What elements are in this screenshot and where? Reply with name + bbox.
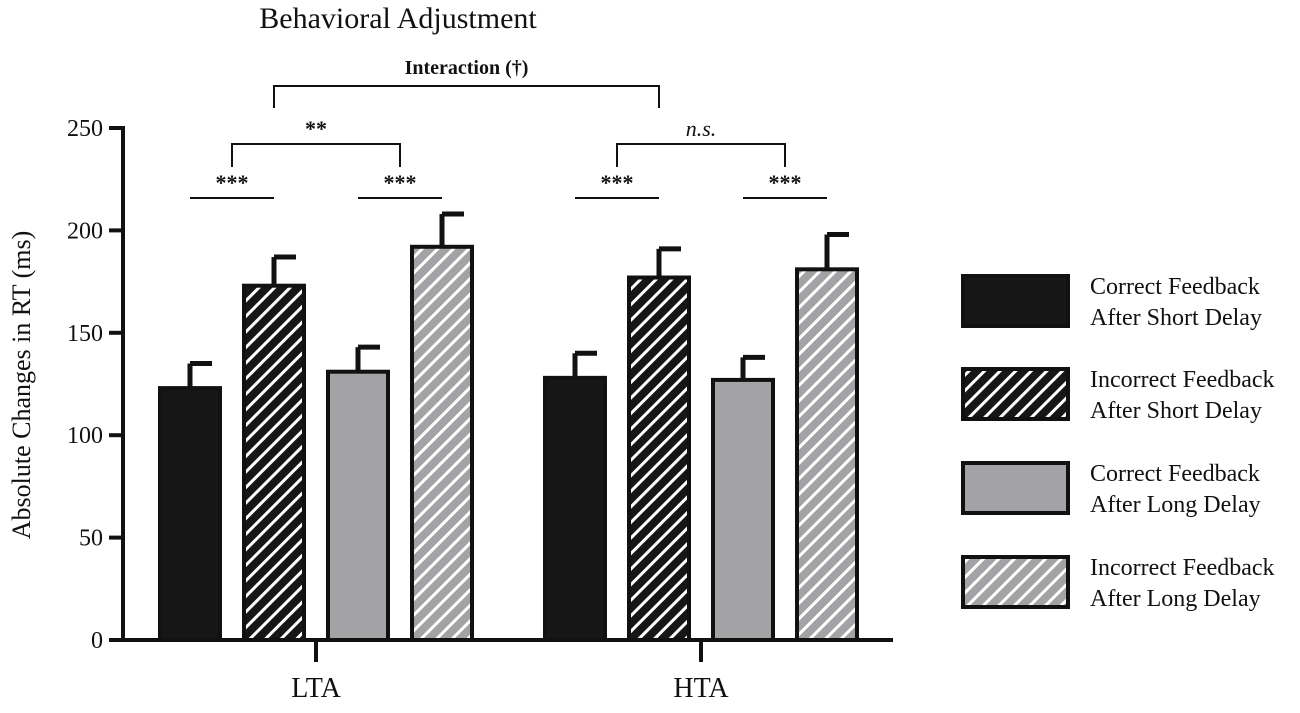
comparison-bracket xyxy=(231,143,401,167)
y-tick-label: 0 xyxy=(91,628,103,654)
legend-label: Incorrect Feedback xyxy=(1090,555,1275,581)
significance-label: ** xyxy=(305,116,327,141)
legend-swatch xyxy=(961,367,1070,421)
y-tick-label: 100 xyxy=(67,423,103,449)
significance-annotations: *** *** *** ***** n.s.Interaction (†) xyxy=(190,57,827,199)
legend-label: Incorrect Feedback xyxy=(1090,367,1275,393)
bar xyxy=(326,369,390,642)
chart-title: Behavioral Adjustment xyxy=(259,2,537,35)
legend-swatch xyxy=(961,461,1070,515)
bar xyxy=(410,244,474,642)
x-tick-label: HTA xyxy=(673,673,729,704)
legend-swatch xyxy=(961,274,1070,328)
y-tick-label: 250 xyxy=(67,116,103,142)
bar xyxy=(711,377,775,642)
bar xyxy=(795,267,859,642)
significance-label: *** xyxy=(601,170,634,195)
comparison-bracket xyxy=(616,143,786,167)
significance-label: *** xyxy=(216,170,249,195)
significance-label: *** xyxy=(769,170,802,195)
y-tick-label: 200 xyxy=(67,218,103,244)
error-bars xyxy=(187,211,849,389)
y-axis-label: Absolute Changes in RT (ms) xyxy=(7,231,36,540)
significance-label: *** xyxy=(384,170,417,195)
x-tick-label: LTA xyxy=(291,673,341,704)
bar xyxy=(242,283,306,642)
bar xyxy=(627,275,691,642)
legend-label: Correct Feedback xyxy=(1090,274,1260,300)
legend-label: After Long Delay xyxy=(1090,492,1261,518)
y-tick-label: 150 xyxy=(67,321,103,347)
legend: Correct Feedback After Short Delay Incorre… xyxy=(961,274,1275,612)
legend-swatch xyxy=(961,555,1070,609)
legend-label: After Short Delay xyxy=(1090,305,1262,331)
legend-label: After Short Delay xyxy=(1090,398,1262,424)
y-tick-label: 50 xyxy=(79,526,103,552)
legend-label: Correct Feedback xyxy=(1090,461,1260,487)
significance-label: n.s. xyxy=(686,116,717,141)
significance-label: Interaction (†) xyxy=(405,57,529,79)
interaction-bracket xyxy=(273,85,660,108)
bars xyxy=(158,244,859,643)
bar xyxy=(158,386,222,643)
bar xyxy=(543,375,607,642)
legend-label: After Long Delay xyxy=(1090,586,1261,612)
